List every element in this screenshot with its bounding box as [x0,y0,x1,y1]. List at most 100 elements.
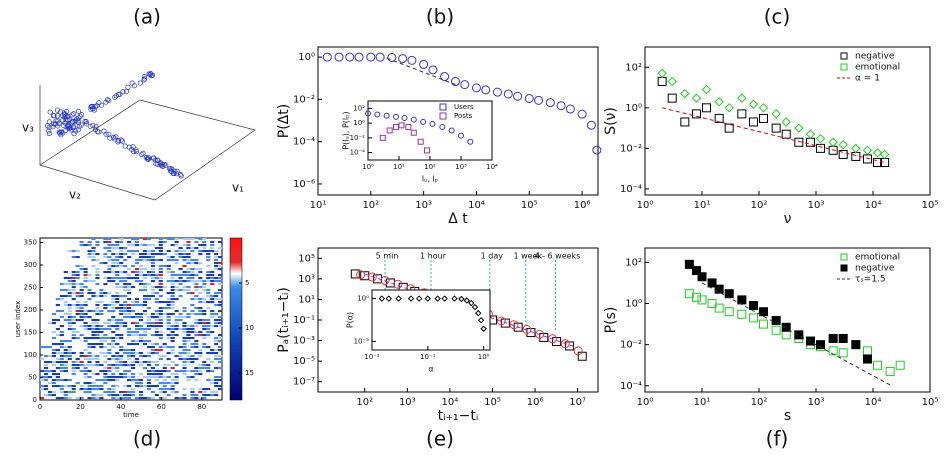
heatmap-cell [198,331,203,334]
heatmap-cell [87,241,92,244]
heatmap-cell [158,391,163,394]
heatmap-cell [107,271,112,274]
heatmap-cell [182,250,187,253]
heatmap-cell [119,334,124,337]
heatmap-cell [174,319,179,322]
heatmap-cell [79,304,84,307]
y-tick-label: 10³ [298,274,315,285]
point-decor [103,99,109,105]
heatmap-cell [154,319,159,322]
heatmap-cell [71,304,76,307]
heatmap-cell [91,265,96,268]
heatmap-cell [119,394,124,397]
heatmap-cell [111,310,116,313]
heatmap-cell [206,256,211,259]
point [828,333,838,343]
heatmap-cell [218,301,223,304]
heatmap-cell [158,301,163,304]
heatmap-cell [71,328,76,331]
point [434,295,441,302]
legend-label: negative [855,264,895,274]
point [759,113,769,123]
heatmap-cell [119,256,124,259]
heatmap-cell [131,316,136,319]
heatmap-cell [111,376,116,379]
heatmap-cell [119,241,124,244]
heatmap-cell [103,295,108,298]
heatmap-cell [71,364,76,367]
heatmap-cell [127,256,132,259]
heatmap-cell [103,253,108,256]
heatmap-cell [55,328,60,331]
series-group [684,259,905,386]
heatmap-cell [119,325,124,328]
y-tick-label: 10⁻³ [293,336,315,347]
heatmap-cell [79,268,84,271]
heatmap-cell [150,265,155,268]
heatmap-cell [115,295,120,298]
heatmap-cell [186,352,191,355]
heatmap-cell [131,352,136,355]
heatmap-cell [214,382,219,385]
heatmap-cell [127,274,132,277]
heatmap-cell [127,283,132,286]
point-decor [122,143,128,149]
y-tick-label: 10² [625,62,642,73]
heatmap-cell [194,274,199,277]
heatmap-cell [182,238,187,241]
heatmap-cell [210,241,215,244]
heatmap-cell [111,364,116,367]
heatmap-cell [75,271,80,274]
heatmap-cell [87,328,92,331]
heatmap-cell [51,322,57,325]
heatmap-cell [166,337,171,340]
heatmap-cell [51,337,57,340]
heatmap-cell [87,337,92,340]
heatmap-cell [210,247,215,250]
point-decor [177,172,183,178]
heatmap-cell [194,322,199,325]
heatmap-cell [174,298,179,301]
heatmap-cell [214,253,219,256]
point [334,52,344,62]
heatmap-cell [87,280,92,283]
heatmap-cell [162,265,167,268]
heatmap-cell [162,367,167,370]
heatmap-cell [206,334,211,337]
heatmap-cell [99,394,104,397]
heatmap-cell [218,346,223,349]
heatmap-cell [190,328,195,331]
heatmap-cell [166,358,171,361]
heatmap-cell [158,283,163,286]
point [365,110,371,117]
heatmap-cell [71,292,76,295]
heatmap-cell [170,280,175,283]
heatmap-cell [138,274,144,277]
point-decor [148,73,154,79]
heatmap-cell [115,337,120,340]
colorbar-tick-label: 15 [245,369,254,377]
heatmap-cell [103,238,108,241]
heatmap-cell [186,328,191,331]
heatmap-cell [63,295,68,298]
heatmap-cell [158,253,163,256]
heatmap-cell [95,337,100,340]
point-decor [137,80,143,86]
y-axis-label: P(Δt) [276,104,292,138]
heatmap-cell [83,373,88,376]
heatmap-cell [186,349,191,352]
legend-label: τₛ=1.5 [855,275,886,285]
heatmap-cell [146,355,151,358]
heatmap-cell [198,238,203,241]
fit-line [662,107,885,164]
heatmap-cell [210,271,215,274]
heatmap-cell [150,385,155,388]
heatmap-cell [142,259,148,262]
point [547,334,557,344]
point [758,103,769,113]
heatmap-cell [55,385,60,388]
heatmap-cell [206,271,211,274]
heatmap-cell [170,382,175,385]
heatmap-cell [214,313,219,316]
